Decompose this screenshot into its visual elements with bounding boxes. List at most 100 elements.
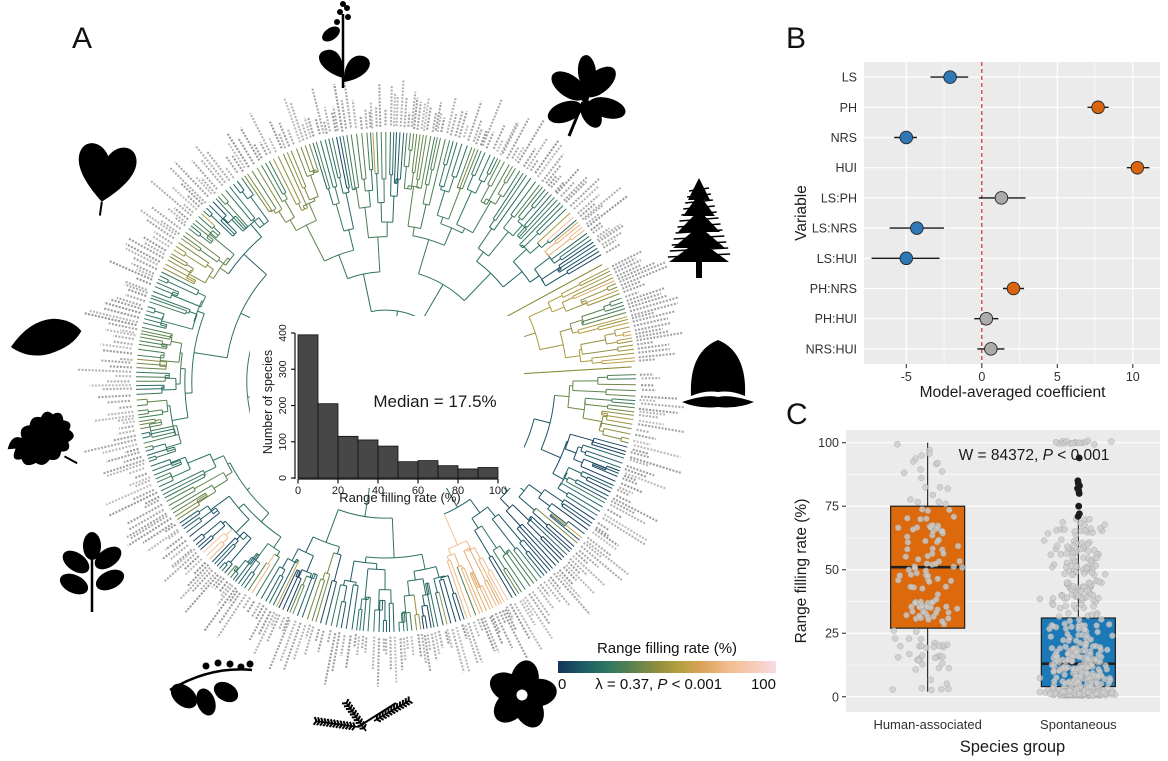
estimate-point	[910, 221, 924, 235]
svg-text:75: 75	[825, 500, 839, 514]
boxplot-test-annotation: W = 84372, P < 0.001	[958, 447, 1110, 464]
svg-text:0: 0	[832, 690, 839, 704]
estimate-point	[1130, 160, 1145, 175]
forest-y-axis-title: Variable	[793, 185, 810, 241]
silhouette-flowering-plant-icon	[319, 1, 370, 88]
svg-text:0: 0	[277, 475, 289, 481]
svg-text:100: 100	[489, 485, 507, 497]
histogram-bar	[357, 439, 379, 479]
estimate-point	[1091, 100, 1105, 115]
silhouette-pinnate-leaf-icon	[59, 532, 125, 612]
estimate-point	[994, 191, 1009, 205]
histogram-bar	[337, 435, 359, 479]
svg-text:LS: LS	[842, 71, 857, 85]
svg-text:20: 20	[332, 485, 344, 497]
legend-max-label: 100	[750, 676, 776, 693]
silhouette-five-petal-flower-icon	[489, 660, 557, 728]
histogram-x-axis-title: Range filling rate (%)	[339, 490, 461, 505]
jitter-points-Spontaneous	[1036, 437, 1119, 699]
silhouette-leafy-branch-icon	[547, 55, 626, 137]
estimate-point	[979, 311, 994, 326]
estimate-point	[943, 70, 957, 84]
svg-text:40: 40	[372, 485, 384, 497]
svg-text:PH:HUI: PH:HUI	[815, 312, 857, 326]
silhouette-elliptic-leaf-icon	[10, 318, 82, 356]
plant-silhouettes	[7, 1, 754, 732]
legend-min-label: 0	[558, 676, 567, 693]
svg-text:25: 25	[825, 627, 839, 641]
legend-colorbar	[558, 661, 776, 673]
estimate-point	[1006, 281, 1021, 296]
svg-text:NRS: NRS	[831, 131, 857, 145]
forest-row-LS:PH	[978, 191, 1026, 205]
histogram-bar	[377, 445, 399, 479]
tip-labels-ring	[77, 79, 685, 687]
panel-c-label: C	[786, 398, 808, 431]
silhouette-berry-branch-icon	[169, 659, 254, 716]
histogram-bar	[317, 403, 339, 479]
histogram-bar	[397, 461, 419, 479]
forest-row-PH:NRS	[1002, 281, 1025, 296]
histogram-bar	[477, 467, 499, 479]
inset-histogram: 0 20 40 60 80 100 0 100 200 300 400	[250, 316, 524, 497]
panel-b-label: B	[786, 22, 807, 55]
legend-title: Range filling rate (%)	[596, 640, 738, 657]
histogram-bar	[297, 334, 319, 479]
estimate-point	[899, 130, 914, 145]
svg-text:PH:NRS: PH:NRS	[810, 282, 857, 296]
forest-row-PH	[1087, 100, 1109, 115]
svg-text:60: 60	[412, 485, 424, 497]
color-scale-legend: Range filling rate (%) 0 λ = 0.37, P < 0…	[558, 640, 776, 693]
boxplot-content	[846, 437, 1160, 699]
svg-text:0: 0	[978, 370, 985, 384]
legend-labels: 0 λ = 0.37, P < 0.001 100	[558, 676, 776, 693]
svg-text:NRS:HUI: NRS:HUI	[806, 342, 857, 356]
svg-text:LS:PH: LS:PH	[821, 191, 857, 205]
svg-text:400: 400	[277, 324, 289, 342]
svg-text:100: 100	[818, 436, 839, 450]
silhouette-mimosa-leaf-icon	[312, 696, 414, 732]
silhouette-oak-leaf-icon	[7, 411, 78, 466]
silhouette-heart-leaf-icon	[78, 143, 137, 216]
svg-text:HUI: HUI	[835, 161, 857, 175]
histogram-y-axis-title: Number of species	[261, 349, 275, 455]
histogram-bar	[417, 460, 439, 479]
svg-text:0: 0	[295, 485, 301, 497]
svg-text:Human-associated: Human-associated	[873, 717, 981, 732]
forest-panel-background	[864, 62, 1160, 364]
boxplot-x-axis-title: Species group	[959, 738, 1066, 756]
svg-text:100: 100	[277, 433, 289, 451]
silhouette-acorn-icon	[682, 340, 754, 408]
histogram-bar	[437, 465, 459, 479]
estimate-point	[984, 342, 998, 356]
panel-a-label: A	[72, 22, 93, 55]
tree-branches	[135, 131, 637, 633]
jitter-points-Human-associated	[889, 441, 966, 694]
median-annotation: Median = 17.5%	[373, 392, 497, 411]
svg-text:PH: PH	[840, 101, 857, 115]
forest-row-LS:HUI	[871, 251, 940, 266]
svg-text:LS:HUI: LS:HUI	[817, 252, 857, 266]
svg-text:80: 80	[452, 485, 464, 497]
histogram-plot: 0 20 40 60 80 100 0 100 200 300 400	[277, 324, 507, 497]
svg-text:10: 10	[1126, 370, 1140, 384]
forest-x-axis-title: Model-averaged coefficient	[919, 384, 1106, 401]
svg-text:200: 200	[277, 397, 289, 415]
svg-text:300: 300	[277, 360, 289, 378]
forest-row-LS:NRS	[889, 221, 945, 235]
histogram-bar	[457, 468, 479, 479]
forest-row-NRS:HUI	[977, 342, 1005, 356]
svg-text:50: 50	[825, 563, 839, 577]
forest-row-LS	[930, 70, 969, 84]
estimate-point	[899, 251, 914, 266]
boxplot-y-axis-title: Range filling rate (%)	[793, 498, 810, 644]
forest-row-PH:HUI	[974, 311, 999, 326]
forest-plot: LS PH NRS HUI LS:PH LS:NRS LS:HUI PH:NRS PH:HUI N…	[806, 62, 1160, 384]
forest-plot-content	[864, 62, 1160, 364]
svg-text:LS:NRS: LS:NRS	[812, 222, 857, 236]
svg-text:Spontaneous: Spontaneous	[1040, 717, 1117, 732]
svg-text:5: 5	[1054, 370, 1061, 384]
phylogenetic-tree-panel	[7, 1, 754, 732]
forest-row-HUI	[1126, 160, 1150, 175]
